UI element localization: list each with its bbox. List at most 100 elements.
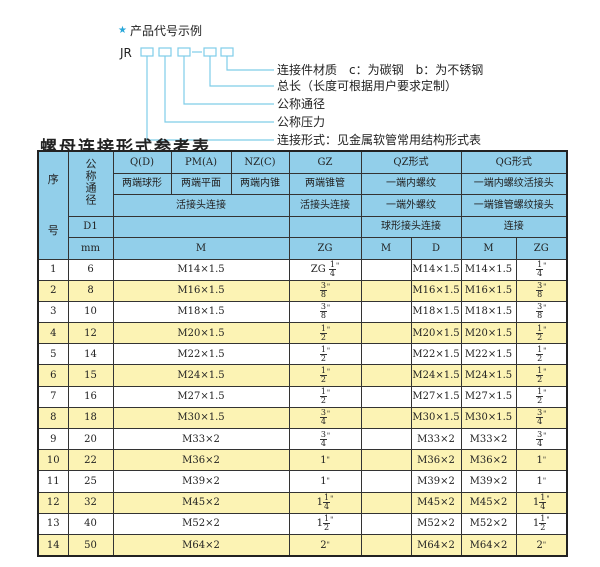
table-row: 3 10 M18×1.5 3 8 " M18×1.5 M18×1.5 3 8 " [37, 300, 568, 324]
table-cell: M30×1.5 [112, 406, 290, 430]
numerator: 1 [536, 323, 544, 334]
table-cell: 3 4 " [515, 406, 568, 430]
whole-inch: 1 [320, 454, 327, 466]
inch-mark: " [335, 262, 340, 271]
numerator: 1 [319, 323, 327, 334]
table-cell: M20×1.5 [410, 322, 462, 345]
inch-mark: " [330, 495, 334, 504]
table-cell [360, 343, 412, 366]
numerator: 1 [536, 387, 544, 398]
inch-mark: " [330, 516, 334, 525]
header-empty [288, 215, 362, 238]
inch-mark: " [326, 283, 331, 292]
numerator: 1 [539, 514, 547, 525]
table-cell: 50 [67, 533, 114, 557]
table-row: 13 40 M52×2 1 1 2 " M52×2 M52×2 1 1 2 " [37, 512, 568, 535]
denominator: 4 [540, 502, 546, 512]
table-cell [360, 449, 412, 472]
header-empty [112, 215, 290, 238]
denominator: 2 [540, 523, 546, 533]
table-cell: 4 [37, 322, 69, 345]
table-cell: 9 [37, 427, 69, 451]
header-cell: 连接 [460, 215, 568, 238]
table-cell: 25 [67, 470, 114, 493]
table-cell: 1 1 2 " [288, 512, 362, 535]
header-cell: 两端内锥 [230, 172, 290, 195]
numerator: 1 [328, 260, 336, 271]
table-cell: M27×1.5 [112, 385, 290, 408]
table-cell: M45×2 [460, 491, 517, 514]
nut-connection-table: 序号 公称通径 Q(D) PM(A) NZ(C) GZ QZ形式 QG形式 两端… [37, 150, 568, 558]
star-icon: ★ [118, 25, 127, 36]
table-cell: M33×2 [410, 427, 462, 451]
header-cell: 两端锥管 [288, 172, 362, 195]
numerator: 1 [319, 387, 327, 398]
inch-mark: " [326, 540, 330, 549]
denominator: 2 [320, 332, 326, 342]
table-cell: M22×1.5 [112, 343, 290, 366]
table-cell: M18×1.5 [460, 300, 517, 324]
table-cell: 13 [37, 512, 69, 535]
table-cell: M45×2 [112, 491, 290, 514]
table-row: 10 22 M36×2 1" M36×2 M36×2 1" [37, 449, 568, 472]
header-cell: ZG [515, 237, 568, 260]
denominator: 4 [537, 269, 543, 279]
whole-inch: 1 [316, 518, 324, 530]
numerator: 3 [319, 302, 327, 313]
table-cell: 2" [515, 533, 568, 557]
header-cell: ZG [288, 237, 362, 260]
table-cell: M33×2 [112, 427, 290, 451]
inch-mark: " [326, 304, 331, 313]
label-material: 连接件材质 c：为碳钢 b：为不锈钢 [277, 63, 484, 77]
inch-mark: " [542, 476, 547, 485]
numerator: 1 [536, 260, 544, 271]
table-cell: 2 [37, 279, 69, 302]
table-cell: M36×2 [460, 449, 517, 472]
numerator: 1 [536, 366, 544, 377]
inch-mark: " [543, 431, 547, 440]
table-row: 6 15 M24×1.5 1 2 " M24×1.5 M24×1.5 1 2 " [37, 364, 568, 387]
table-cell: M24×1.5 [460, 364, 517, 387]
label-nominal-pressure: 公称压力 [277, 115, 326, 129]
table-cell: 8 [37, 406, 69, 430]
table-cell: M14×1.5 [410, 258, 462, 281]
numerator: 1 [323, 514, 331, 525]
header-cell: M [360, 237, 412, 260]
inch-mark: " [546, 495, 550, 504]
table-cell: 16 [67, 385, 114, 408]
numerator: 1 [539, 493, 547, 504]
table-cell: M52×2 [410, 512, 462, 535]
table-cell: 14 [37, 533, 69, 557]
table-cell: 10 [37, 449, 69, 472]
denominator: 2 [537, 375, 543, 385]
numerator: 1 [319, 366, 327, 377]
table-cell: 3 4 " [288, 406, 362, 430]
table-cell: M30×1.5 [460, 406, 517, 430]
table-cell [360, 385, 412, 408]
table-cell: M39×2 [410, 470, 462, 493]
numerator: 3 [536, 281, 544, 292]
denominator: 2 [537, 396, 543, 406]
header-cell: 一端内螺纹 [360, 172, 462, 195]
numerator: 1 [319, 344, 327, 355]
table-cell: M16×1.5 [112, 279, 290, 302]
inch-mark: " [542, 540, 547, 549]
table-cell: 1 [37, 258, 69, 281]
header-mm: mm [67, 237, 114, 260]
table-cell: M52×2 [112, 512, 290, 535]
table-cell: 32 [67, 491, 114, 514]
table-cell [360, 533, 412, 557]
denominator: 4 [320, 417, 326, 427]
table-row: 11 25 M39×2 1" M39×2 M39×2 1" [37, 470, 568, 493]
